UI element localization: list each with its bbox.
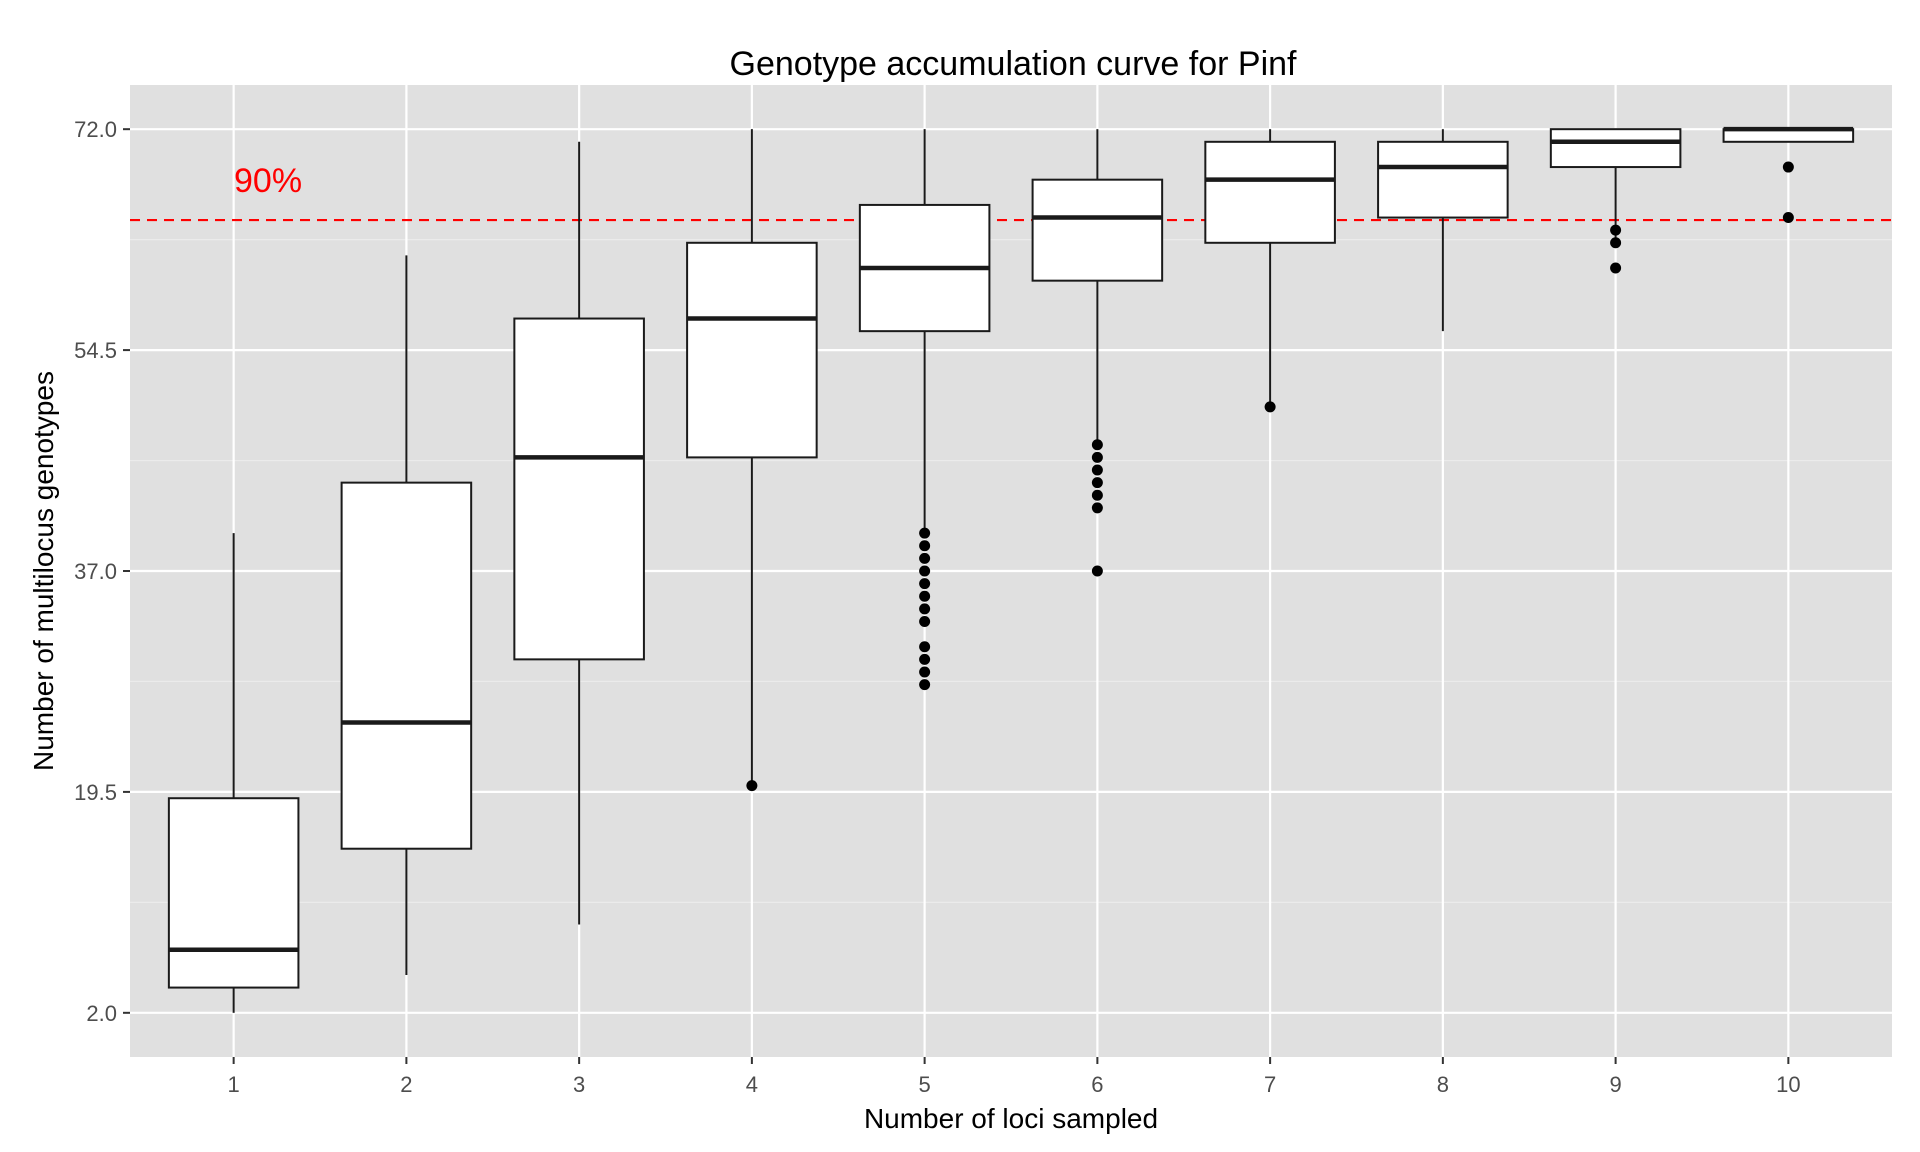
x-tick-label: 8 bbox=[1437, 1072, 1449, 1097]
outlier-point bbox=[1610, 237, 1622, 249]
outlier-point bbox=[1610, 262, 1622, 274]
outlier-point bbox=[919, 603, 931, 615]
box-7 bbox=[1204, 129, 1336, 413]
outlier-point bbox=[919, 679, 931, 691]
box-3 bbox=[513, 141, 645, 925]
x-tick-label: 6 bbox=[1091, 1072, 1103, 1097]
outlier-point bbox=[746, 780, 758, 792]
y-tick-label: 72.0 bbox=[74, 117, 117, 142]
box-iqr bbox=[1204, 140, 1336, 244]
outlier-point bbox=[1091, 502, 1103, 514]
outlier-point bbox=[1610, 224, 1622, 236]
box-iqr bbox=[513, 317, 645, 661]
outlier-point bbox=[919, 527, 931, 539]
outlier-point bbox=[919, 552, 931, 564]
outlier-point bbox=[919, 641, 931, 653]
chart-title: Genotype accumulation curve for Pinf bbox=[730, 45, 1298, 83]
box-iqr bbox=[1031, 178, 1164, 282]
outlier-point bbox=[1264, 401, 1276, 413]
outlier-point bbox=[1091, 489, 1103, 501]
y-tick-label: 19.5 bbox=[74, 780, 117, 805]
x-tick-label: 5 bbox=[919, 1072, 931, 1097]
box-5 bbox=[858, 129, 991, 691]
outlier-point bbox=[919, 565, 931, 577]
outlier-point bbox=[919, 615, 931, 627]
outlier-point bbox=[1091, 439, 1103, 451]
box-iqr bbox=[1549, 128, 1682, 169]
x-tick-label: 7 bbox=[1264, 1072, 1276, 1097]
outlier-point bbox=[1091, 464, 1103, 476]
x-tick-label: 4 bbox=[746, 1072, 758, 1097]
y-axis-title: Number of multilocus genotypes bbox=[28, 371, 59, 771]
outlier-point bbox=[919, 590, 931, 602]
box-4 bbox=[686, 129, 818, 792]
box-6 bbox=[1031, 129, 1164, 577]
outlier-point bbox=[1091, 565, 1103, 577]
x-axis-title: Number of loci sampled bbox=[864, 1103, 1158, 1134]
outlier-point bbox=[1091, 451, 1103, 463]
x-tick-label: 3 bbox=[573, 1072, 585, 1097]
box-iqr bbox=[340, 481, 473, 850]
outlier-point bbox=[1782, 212, 1794, 224]
box-2 bbox=[340, 255, 473, 975]
reference-line-label: 90% bbox=[234, 162, 302, 200]
outlier-point bbox=[919, 540, 931, 552]
x-tick-label: 9 bbox=[1609, 1072, 1621, 1097]
box-iqr bbox=[686, 241, 818, 459]
x-tick-label: 10 bbox=[1776, 1072, 1800, 1097]
outlier-point bbox=[919, 666, 931, 678]
x-axis-ticks: 1 2 3 4 5 6 7 8 9 10 bbox=[228, 1057, 1801, 1097]
box-8 bbox=[1377, 129, 1509, 332]
y-tick-label: 2.0 bbox=[86, 1001, 117, 1026]
y-axis-ticks: 2.0 19.5 37.0 54.5 72.0 bbox=[74, 117, 130, 1026]
x-tick-label: 2 bbox=[400, 1072, 412, 1097]
y-tick-label: 54.5 bbox=[74, 338, 117, 363]
box-1 bbox=[167, 533, 300, 1013]
box-iqr bbox=[167, 797, 300, 989]
box-iqr bbox=[1377, 140, 1509, 219]
box-10 bbox=[1722, 126, 1855, 224]
outlier-point bbox=[1091, 477, 1103, 489]
outlier-point bbox=[919, 578, 931, 590]
outlier-point bbox=[1782, 161, 1794, 173]
box-9 bbox=[1549, 128, 1682, 274]
y-tick-label: 37.0 bbox=[74, 559, 117, 584]
box-group bbox=[167, 126, 1855, 1013]
x-tick-label: 1 bbox=[228, 1072, 240, 1097]
outlier-point bbox=[919, 653, 931, 665]
